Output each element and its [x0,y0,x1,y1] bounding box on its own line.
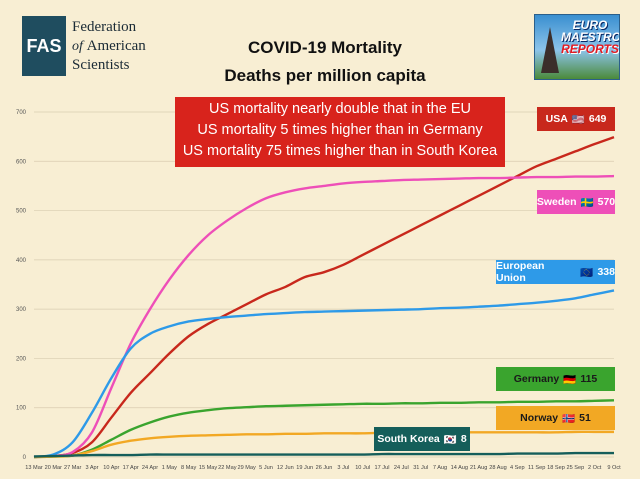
series-label-eu-value: 338 [597,266,615,278]
x-tick-label: 28 Aug [489,465,506,471]
x-tick-label: 1 May [162,465,177,471]
x-tick-label: 29 May [237,465,256,471]
x-tick-label: 31 Jul [413,465,428,471]
euro-maestro-line2: MAESTRO [561,30,620,44]
series-label-eu-name: European Union [496,260,545,284]
headline-box: US mortality nearly double that in the E… [175,97,505,167]
series-label-sweden-name: Sweden [536,196,577,208]
series-lines [33,136,615,459]
x-tick-label: 24 Apr [142,465,158,471]
y-tick-label: 100 [16,406,27,412]
series-line-norway [33,430,614,459]
series-label-norway-value: 51 [579,412,591,424]
x-tick-label: 26 Jun [316,465,333,471]
x-tick-label: 9 Oct [607,465,621,471]
x-tick-label: 15 May [199,465,218,471]
fas-logo-of: of [72,39,83,54]
headline-line-3: US mortality 75 times higher than in Sou… [182,143,498,159]
series-line-south-korea [33,451,614,458]
norway-flag-icon: 🇳🇴 [562,412,576,425]
series-label-usa-value: 649 [588,113,607,125]
fas-logo-line1: Federation [72,19,137,35]
sweden-flag-icon: 🇸🇪 [580,196,594,209]
x-tick-label: 12 Jun [277,465,294,471]
x-axis: 13 Mar 20 Mar 27 Mar 3 Apr 10 Apr 17 Apr 24 Ap… [25,465,621,471]
euro-maestro-text: EURO MAESTRO REPORTS [561,19,619,55]
x-tick-label: 10 Apr [103,465,119,471]
series-label-south-korea-value: 8 [460,433,467,445]
x-tick-label: 19 Jun [296,465,313,471]
eu-flag-icon: 🇪🇺 [580,266,594,279]
series-label-germany-value: 115 [580,373,598,385]
series-line-sweden [33,174,615,459]
series-label-south-korea: South Korea 🇰🇷 8 [374,427,470,451]
x-tick-label: 4 Sep [510,465,525,471]
series-label-sweden: Sweden 🇸🇪 570 [537,190,615,214]
series-label-sweden-value: 570 [597,196,616,208]
fas-logo-mark: FAS [22,16,66,76]
south-korea-flag-icon: 🇰🇷 [443,433,457,446]
series-label-norway-name: Norway [520,412,559,424]
y-tick-label: 400 [16,258,27,264]
x-tick-label: 14 Aug [451,465,468,471]
fas-logo-line2: of American [72,37,172,56]
series-label-eu: European Union 🇪🇺 338 [496,260,615,284]
x-tick-label: 13 Mar [25,465,43,471]
chart-subtitle: Deaths per million capita [224,66,426,85]
series-label-usa-name: USA [545,113,568,125]
x-tick-label: 17 Jul [375,465,390,471]
x-tick-label: 7 Aug [433,465,447,471]
series-label-usa: USA 🇺🇸 649 [537,107,615,131]
series-line-usa [33,136,615,459]
eiffel-tower-icon [541,27,559,73]
fas-logo-text: Federation of American Scientists [72,18,172,75]
y-tick-label: 600 [16,159,27,165]
fas-logo: FAS Federation of American Scientists [22,16,146,78]
x-tick-label: 3 Apr [85,465,98,471]
x-tick-label: 11 Sep [528,465,545,471]
series-line-european-union [33,289,615,459]
x-tick-label: 2 Oct [588,465,602,471]
x-tick-label: 21 Aug [470,465,487,471]
x-tick-label: 24 Jul [394,465,409,471]
headline-line-2: US mortality 5 times higher than in Germ… [197,122,483,138]
series-label-germany-name: Germany [513,373,560,385]
y-tick-label: 0 [23,455,27,461]
grid [34,111,614,458]
x-tick-label: 22 May [218,465,237,471]
x-tick-label: 5 Jun [259,465,273,471]
fas-logo-line3: Scientists [72,57,130,73]
series-line-germany [33,399,615,459]
series-label-germany: Germany 🇩🇪 115 [496,367,615,391]
y-tick-label: 500 [16,209,27,215]
euro-maestro-logo: EURO MAESTRO REPORTS [534,14,620,80]
x-tick-label: 3 Jul [337,465,349,471]
y-tick-label: 700 [16,110,27,116]
series-label-south-korea-name: South Korea [377,433,440,445]
series-label-norway: Norway 🇳🇴 51 [496,406,615,430]
y-tick-label: 200 [16,356,27,362]
x-tick-label: 8 May [181,465,196,471]
y-axis: 0 100 200 300 400 500 600 700 [16,110,27,461]
headline-line-1: US mortality nearly double that in the E… [209,101,471,117]
fas-logo-american: American [86,38,146,54]
euro-maestro-line3: REPORTS [561,42,619,56]
euro-maestro-line1: EURO [572,18,608,32]
x-tick-label: 20 Mar [45,465,63,471]
us-flag-icon: 🇺🇸 [571,113,585,126]
x-tick-label: 18 Sep [547,465,565,471]
x-tick-label: 17 Apr [123,465,139,471]
x-tick-label: 25 Sep [566,465,584,471]
x-tick-label: 10 Jul [355,465,370,471]
chart-title: COVID-19 Mortality [248,38,402,57]
x-tick-label: 27 Mar [64,465,82,471]
germany-flag-icon: 🇩🇪 [563,373,577,386]
y-tick-label: 300 [16,307,27,313]
